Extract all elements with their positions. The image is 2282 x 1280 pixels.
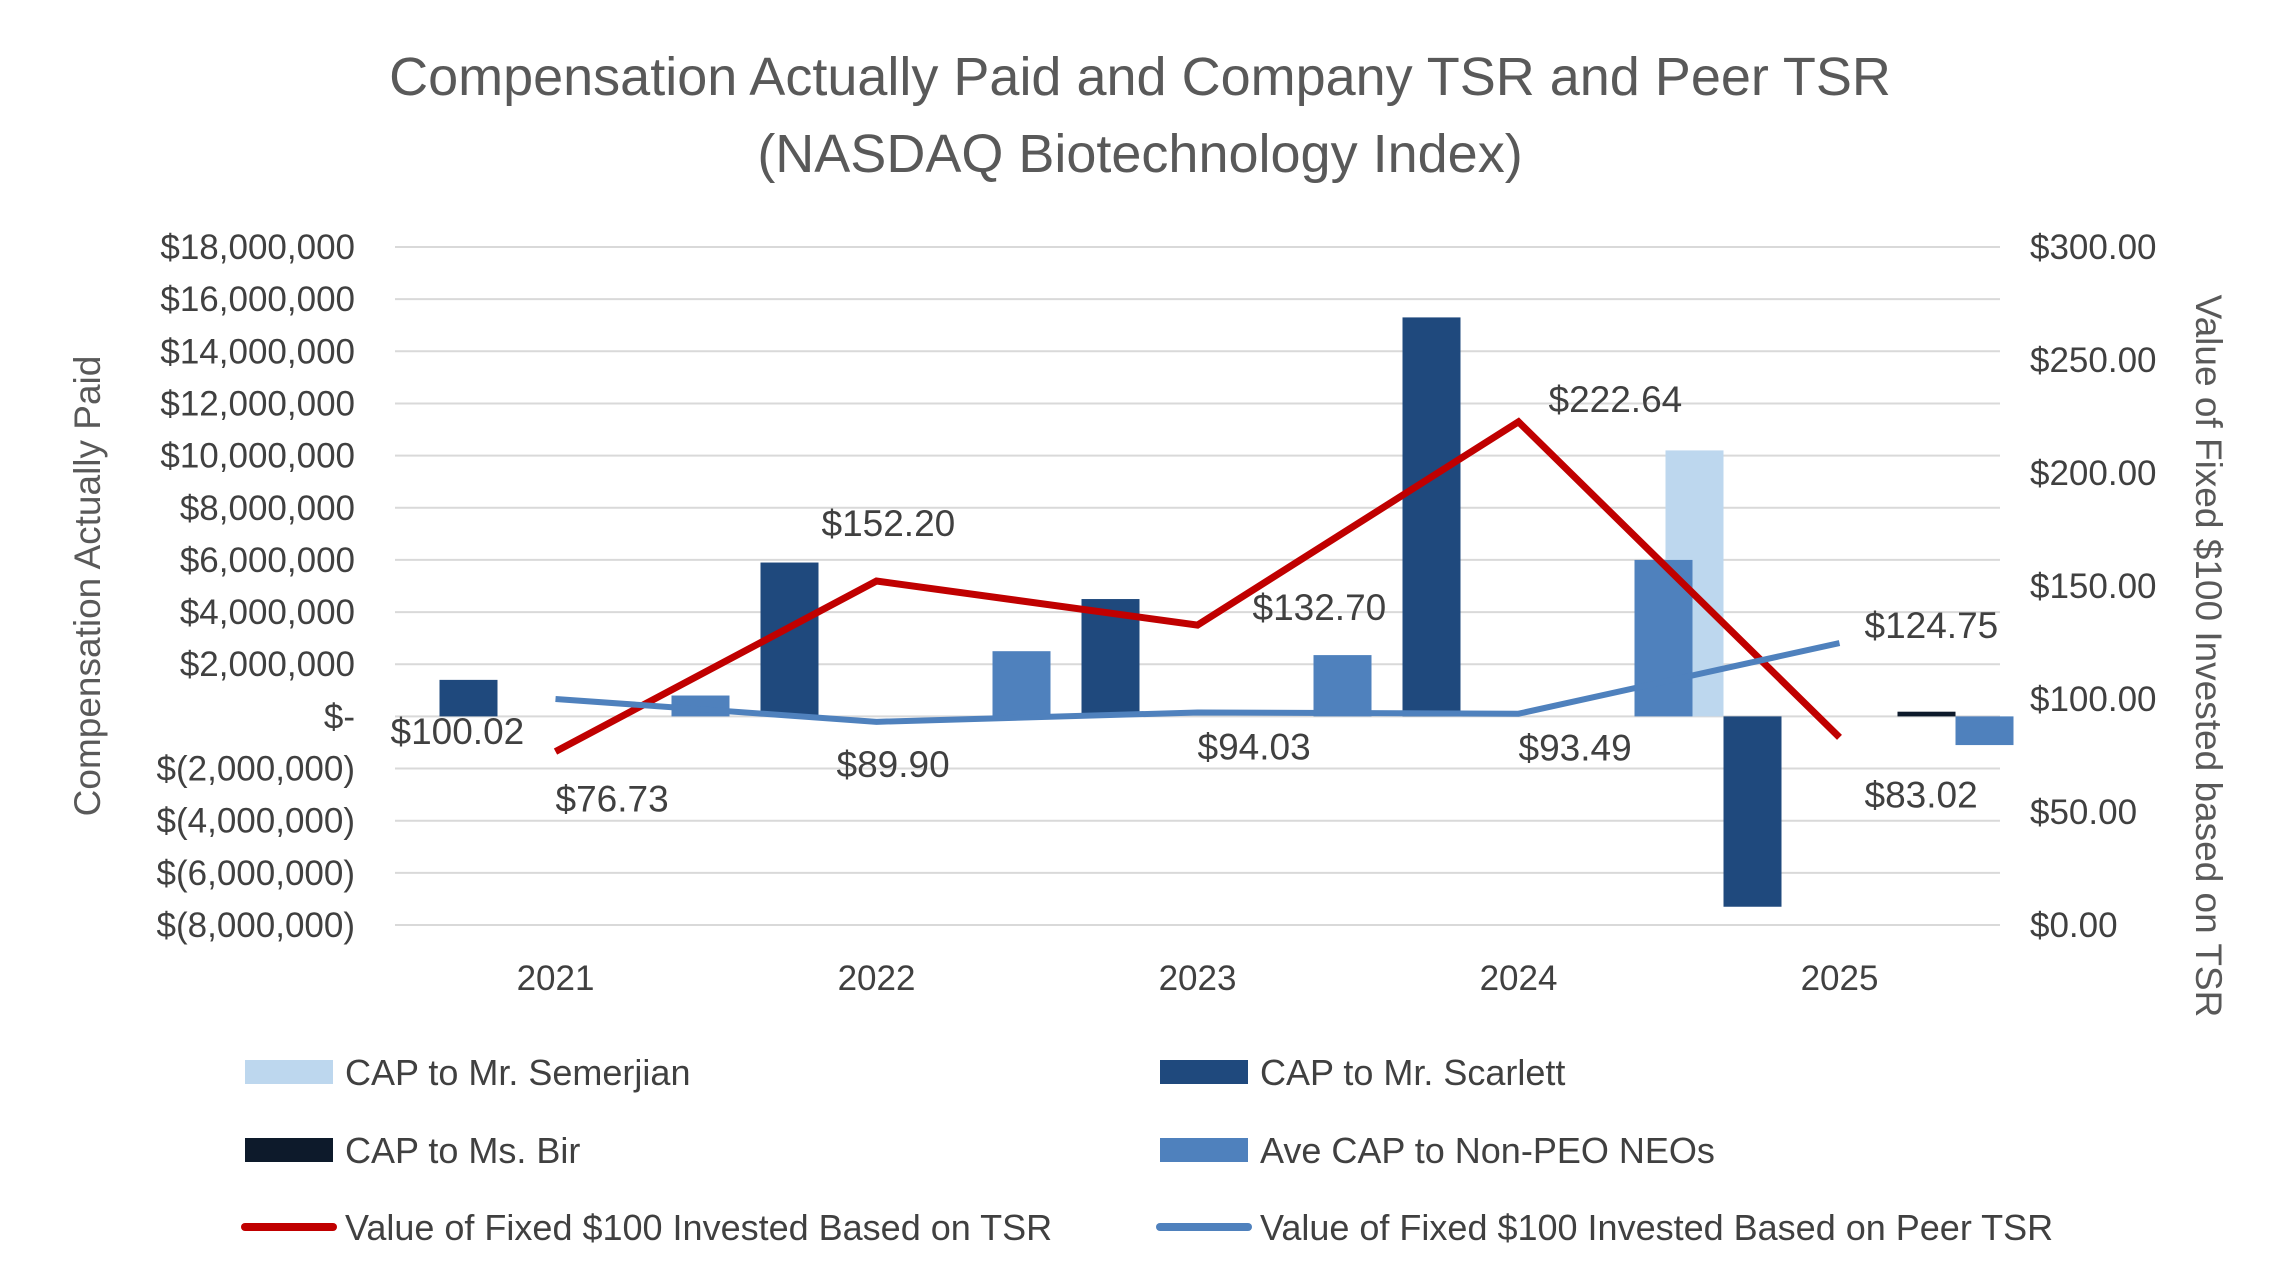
y-axis-title: Compensation Actually Paid [67, 356, 108, 817]
bar-cap-to-mr-scarlett [1723, 716, 1782, 907]
tsr-line [553, 417, 1842, 755]
y-tick-label: $4,000,000 [180, 593, 355, 632]
y-tick-label: $12,000,000 [160, 384, 355, 423]
bar-cap-to-ms-bir [1897, 711, 1956, 717]
y2-tick-label: $0.00 [2030, 906, 2118, 945]
y2-axis-title: Value of Fixed $100 Invested based on TS… [2188, 295, 2229, 1018]
peer-tsr-data-label: $94.03 [1198, 726, 1311, 767]
bar-cap-to-mr-scarlett [439, 679, 498, 717]
legend-swatch [1160, 1138, 1248, 1162]
x-tick-label: 2023 [1159, 959, 1237, 998]
tsr-data-label: $152.20 [822, 503, 956, 544]
legend-label: CAP to Ms. Bir [345, 1130, 580, 1171]
legend-label: CAP to Mr. Semerjian [345, 1052, 690, 1093]
y-tick-label: $10,000,000 [160, 437, 355, 476]
x-tick-label: 2021 [517, 959, 595, 998]
peer-tsr-line [555, 640, 1841, 725]
bar-ave-cap-to-non-peo-neos [1955, 716, 2014, 746]
bar-ave-cap-to-non-peo-neos [992, 651, 1051, 717]
tsr-data-label: $83.02 [1865, 774, 1978, 815]
y2-tick-label: $150.00 [2030, 567, 2157, 606]
legend-label: CAP to Mr. Scarlett [1260, 1052, 1565, 1093]
legend-swatch [1160, 1060, 1248, 1084]
y-tick-label: $- [324, 697, 355, 736]
y2-tick-label: $50.00 [2030, 793, 2137, 832]
tsr-data-label: $76.73 [556, 779, 669, 820]
legend-swatch [245, 1060, 333, 1084]
y-tick-label: $(8,000,000) [157, 906, 355, 945]
y-tick-label: $(6,000,000) [157, 854, 355, 893]
chart-title: Compensation Actually Paid and Company T… [389, 47, 1891, 107]
y-tick-label: $6,000,000 [180, 541, 355, 580]
legend-label: Value of Fixed $100 Invested Based on TS… [345, 1207, 1052, 1248]
y-tick-label: $(4,000,000) [157, 802, 355, 841]
y-tick-label: $16,000,000 [160, 280, 355, 319]
bar-cap-to-mr-scarlett [1402, 317, 1461, 717]
y-tick-label: $(2,000,000) [157, 750, 355, 789]
tsr-data-label: $132.70 [1253, 587, 1387, 628]
legend-label: Ave CAP to Non-PEO NEOs [1260, 1130, 1715, 1171]
y2-tick-label: $200.00 [2030, 454, 2157, 493]
legend-swatch [245, 1138, 333, 1162]
peer-tsr-data-label: $93.49 [1519, 728, 1632, 769]
peer-tsr-data-label: $124.75 [1865, 605, 1999, 646]
y-tick-label: $2,000,000 [180, 645, 355, 684]
bar-ave-cap-to-non-peo-neos [1313, 655, 1372, 717]
y-tick-label: $18,000,000 [160, 228, 355, 267]
peer-tsr-data-label: $100.02 [391, 711, 525, 752]
y2-tick-label: $250.00 [2030, 341, 2157, 380]
peer-tsr-data-label: $89.90 [837, 744, 950, 785]
y2-tick-label: $300.00 [2030, 228, 2157, 267]
legend-label: Value of Fixed $100 Invested Based on Pe… [1260, 1207, 2053, 1248]
x-tick-label: 2024 [1480, 959, 1558, 998]
x-tick-label: 2025 [1801, 959, 1879, 998]
x-tick-label: 2022 [838, 959, 916, 998]
y-tick-label: $8,000,000 [180, 489, 355, 528]
y-tick-label: $14,000,000 [160, 332, 355, 371]
tsr-data-label: $222.64 [1549, 379, 1683, 420]
chart-subtitle: (NASDAQ Biotechnology Index) [757, 124, 1522, 184]
y2-tick-label: $100.00 [2030, 680, 2157, 719]
